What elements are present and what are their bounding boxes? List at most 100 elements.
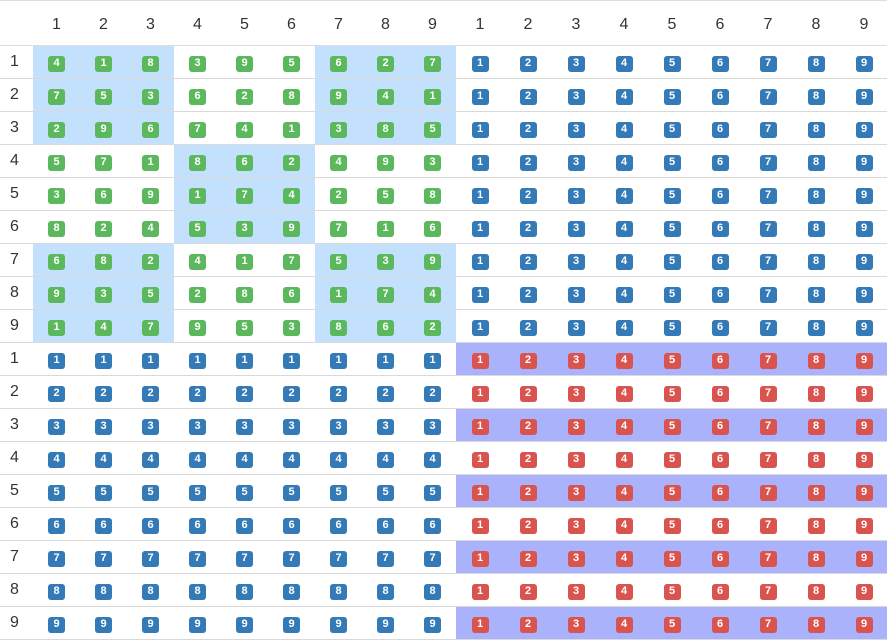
grid-cell: 6	[268, 507, 315, 541]
grid-cell: 9	[409, 606, 456, 640]
grid-cell: 7	[744, 375, 792, 409]
grid-cell: 9	[840, 45, 887, 79]
grid-cell: 8	[315, 309, 362, 343]
grid-cell: 5	[409, 111, 456, 145]
row-number-badge: 3	[48, 418, 65, 435]
grid-cell: 2	[504, 507, 552, 541]
column-number-badge: 5	[663, 88, 681, 105]
column-number-badge: 6	[711, 154, 729, 171]
column-number-badge: 6	[711, 253, 729, 270]
grid-cell: 5	[80, 78, 127, 112]
sudoku-value-badge: 2	[95, 220, 112, 237]
sudoku-value-badge: 9	[48, 286, 65, 303]
column-header: 2	[504, 0, 552, 46]
candidate-badge: 4	[615, 385, 633, 402]
grid-cell: 7	[744, 177, 792, 211]
sudoku-value-badge: 2	[48, 121, 65, 138]
candidate-badge: 6	[711, 385, 729, 402]
grid-cell: 4	[80, 441, 127, 475]
row-number-badge: 6	[330, 517, 347, 534]
column-header: 2	[80, 0, 127, 46]
grid-cell: 9	[840, 408, 887, 442]
row-header: 5	[0, 177, 33, 211]
row-number-badge: 8	[283, 583, 300, 600]
row-number-badge: 4	[377, 451, 394, 468]
grid-cell: 2	[127, 243, 174, 277]
grid-cell: 2	[504, 210, 552, 244]
column-header: 4	[174, 0, 221, 46]
column-number-badge: 6	[711, 187, 729, 204]
grid-cell: 3	[552, 408, 600, 442]
sudoku-value-badge: 9	[189, 319, 206, 336]
sudoku-value-badge: 9	[424, 253, 441, 270]
grid-cell: 3	[268, 309, 315, 343]
grid-cell: 4	[600, 408, 648, 442]
grid-cell: 7	[744, 540, 792, 574]
sudoku-value-badge: 9	[142, 187, 159, 204]
grid-cell: 5	[127, 474, 174, 508]
column-number-badge: 3	[567, 319, 585, 336]
sudoku-value-badge: 8	[283, 88, 300, 105]
grid-cell: 5	[648, 276, 696, 310]
grid-cell: 9	[174, 606, 221, 640]
column-header: 8	[792, 0, 840, 46]
column-number-badge: 7	[759, 286, 777, 303]
grid-cell: 1	[315, 342, 362, 376]
column-number-badge: 5	[663, 319, 681, 336]
grid-cell: 3	[315, 408, 362, 442]
grid-cell: 2	[504, 45, 552, 79]
grid-cell: 9	[840, 507, 887, 541]
grid-cell: 6	[362, 507, 409, 541]
row-number-badge: 8	[189, 583, 206, 600]
grid-cell: 6	[315, 45, 362, 79]
column-number-badge: 3	[567, 220, 585, 237]
column-number-badge: 5	[663, 55, 681, 72]
grid-cell: 8	[362, 573, 409, 607]
column-number-badge: 5	[663, 220, 681, 237]
row-header: 9	[0, 606, 33, 640]
grid-cell: 6	[127, 507, 174, 541]
sudoku-value-badge: 2	[142, 253, 159, 270]
grid-cell: 8	[792, 540, 840, 574]
sudoku-value-badge: 8	[236, 286, 253, 303]
column-number-badge: 7	[759, 220, 777, 237]
candidate-badge: 5	[663, 352, 681, 369]
sudoku-value-badge: 1	[330, 286, 347, 303]
row-number-badge: 6	[48, 517, 65, 534]
grid-cell: 1	[456, 408, 504, 442]
candidate-badge: 4	[615, 451, 633, 468]
row-number-badge: 6	[283, 517, 300, 534]
column-number-badge: 8	[807, 220, 825, 237]
sudoku-value-badge: 8	[189, 154, 206, 171]
grid-cell: 4	[362, 441, 409, 475]
grid-cell: 4	[221, 441, 268, 475]
grid-cell: 3	[552, 177, 600, 211]
row-number-badge: 1	[189, 352, 206, 369]
row-header: 4	[0, 441, 33, 475]
row-header: 6	[0, 507, 33, 541]
column-number-badge: 7	[759, 187, 777, 204]
grid-cell: 5	[648, 78, 696, 112]
column-number-badge: 6	[711, 220, 729, 237]
candidate-badge: 7	[759, 418, 777, 435]
column-number-badge: 7	[759, 154, 777, 171]
grid-cell: 6	[696, 540, 744, 574]
candidate-badge: 9	[855, 550, 873, 567]
grid-cell: 9	[840, 309, 887, 343]
grid-cell: 5	[648, 507, 696, 541]
candidate-badge: 8	[807, 616, 825, 633]
grid-cell: 2	[504, 276, 552, 310]
column-number-badge: 1	[471, 88, 489, 105]
grid-cell: 8	[362, 111, 409, 145]
row-number-badge: 5	[95, 484, 112, 501]
grid-cell: 7	[744, 606, 792, 640]
grid-cell: 6	[696, 507, 744, 541]
row-number-badge: 6	[95, 517, 112, 534]
sudoku-value-badge: 4	[377, 88, 394, 105]
grid-cell: 8	[792, 177, 840, 211]
grid-cell: 1	[456, 45, 504, 79]
candidate-badge: 3	[567, 484, 585, 501]
